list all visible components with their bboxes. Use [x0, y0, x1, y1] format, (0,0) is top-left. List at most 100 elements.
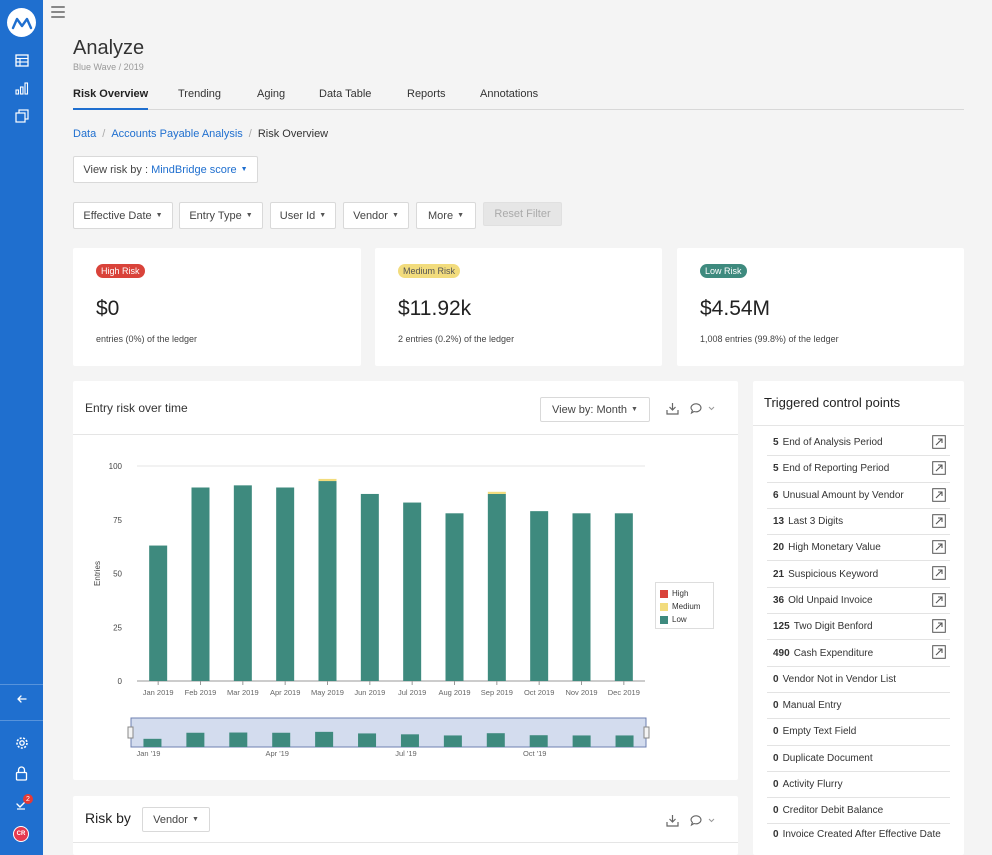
view-risk-by-dropdown[interactable]: View risk by : MindBridge score ▼: [73, 156, 258, 183]
table-icon[interactable]: [0, 48, 43, 72]
navigator-bar: [272, 732, 291, 747]
control-point-item[interactable]: 5 End of Reporting Period: [767, 456, 950, 483]
control-point-label: Vendor Not in Vendor List: [782, 673, 896, 685]
control-point-count: 6: [773, 489, 779, 501]
tab-trending[interactable]: Trending: [178, 88, 222, 100]
bar-low[interactable]: [149, 545, 168, 681]
view-by-month-dropdown[interactable]: View by: Month ▼: [540, 397, 650, 422]
download-icon[interactable]: [664, 400, 680, 416]
collapse-arrow-icon[interactable]: [0, 687, 43, 711]
tab-data-table[interactable]: Data Table: [319, 88, 372, 100]
navigator-bar: [572, 735, 591, 747]
bar-medium[interactable]: [487, 491, 506, 494]
breadcrumb-accounts-payable[interactable]: Accounts Payable Analysis: [111, 128, 243, 140]
control-point-count: 0: [773, 829, 779, 841]
bar-low[interactable]: [233, 485, 252, 681]
legend-item-low[interactable]: Low: [660, 613, 709, 626]
external-link-icon[interactable]: [932, 540, 946, 554]
control-point-item[interactable]: 20 High Monetary Value: [767, 535, 950, 562]
bar-low[interactable]: [318, 481, 337, 681]
external-link-icon[interactable]: [932, 461, 946, 476]
control-point-label: End of Reporting Period: [782, 463, 890, 475]
bar-low[interactable]: [403, 502, 422, 681]
risk-by-dropdown[interactable]: Vendor ▼: [142, 807, 210, 832]
external-link-icon[interactable]: [932, 566, 946, 581]
y-tick-label: 25: [113, 623, 122, 632]
external-link-icon[interactable]: [932, 487, 946, 502]
tab-aging[interactable]: Aging: [257, 88, 286, 100]
control-point-count: 490: [773, 647, 790, 659]
control-point-count: 5: [773, 463, 779, 475]
breadcrumb-separator: /: [248, 128, 252, 140]
control-point-item: 0 Manual Entry: [767, 693, 950, 720]
navigator-range[interactable]: [130, 717, 647, 748]
entry-type-filter[interactable]: Entry Type ▼: [179, 202, 263, 229]
legend-item-medium[interactable]: Medium: [660, 600, 709, 613]
external-link-icon[interactable]: [932, 514, 946, 528]
navigator-label: Jul '19: [395, 749, 416, 758]
lock-icon[interactable]: [0, 761, 43, 785]
tab-risk-overview[interactable]: Risk Overview: [73, 88, 149, 110]
more-filter[interactable]: More ▼: [416, 202, 476, 229]
bar-low[interactable]: [487, 493, 506, 681]
x-tick-label: Feb 2019: [185, 688, 217, 697]
tab-annotations[interactable]: Annotations: [480, 88, 539, 100]
navigator-handle-right[interactable]: [643, 726, 650, 739]
y-tick-label: 75: [113, 516, 122, 525]
control-point-item[interactable]: 125 Two Digit Benford: [767, 614, 950, 641]
tab-reports[interactable]: Reports: [407, 88, 446, 100]
menu-icon[interactable]: [51, 6, 65, 18]
tasks-icon[interactable]: [0, 792, 43, 816]
sidebar: 2 CR: [0, 0, 43, 855]
gear-icon[interactable]: [0, 731, 43, 755]
navigator-bar: [615, 735, 634, 747]
control-point-count: 20: [773, 542, 785, 554]
effective-date-filter[interactable]: Effective Date ▼: [73, 202, 173, 229]
bar-low[interactable]: [276, 487, 295, 682]
bar-low[interactable]: [614, 513, 633, 681]
bar-low[interactable]: [445, 513, 464, 681]
control-point-item[interactable]: 6 Unusual Amount by Vendor: [767, 483, 950, 509]
external-link-icon[interactable]: [932, 619, 946, 633]
bar-low[interactable]: [360, 493, 379, 681]
control-point-item[interactable]: 13 Last 3 Digits: [767, 509, 950, 536]
navigator-bar: [229, 732, 248, 747]
control-point-item[interactable]: 21 Suspicious Keyword: [767, 561, 950, 588]
reset-filter-button[interactable]: Reset Filter: [483, 202, 562, 226]
external-link-icon[interactable]: [932, 645, 946, 660]
tab-bar: Risk Overview Trending Aging Data Table …: [73, 88, 964, 110]
control-point-count: 36: [773, 594, 785, 606]
chart-header-divider: [73, 434, 738, 435]
caret-down-icon: ▼: [319, 212, 327, 219]
control-point-item: 0 Duplicate Document: [767, 746, 950, 772]
legend-item-high[interactable]: High: [660, 587, 709, 600]
external-link-icon[interactable]: [932, 435, 946, 449]
mindbridge-logo[interactable]: [7, 8, 36, 37]
vendor-filter[interactable]: Vendor ▼: [343, 202, 409, 229]
control-point-item[interactable]: 490 Cash Expenditure: [767, 640, 950, 667]
user-id-filter[interactable]: User Id ▼: [270, 202, 336, 229]
breadcrumb-data[interactable]: Data: [73, 128, 97, 140]
page-title: Analyze: [73, 37, 145, 59]
comment-icon[interactable]: [688, 400, 716, 416]
bar-low[interactable]: [191, 487, 210, 682]
bar-low[interactable]: [572, 513, 591, 681]
navigator-handle-left[interactable]: [127, 726, 134, 739]
control-point-item[interactable]: 36 Old Unpaid Invoice: [767, 588, 950, 615]
control-point-count: 13: [773, 516, 785, 528]
bar-chart-icon[interactable]: [0, 76, 43, 100]
download-icon[interactable]: [664, 812, 680, 828]
control-point-item[interactable]: 5 End of Analysis Period: [767, 430, 950, 457]
bar-low[interactable]: [530, 511, 549, 681]
comment-icon[interactable]: [688, 812, 716, 828]
bar-medium[interactable]: [318, 478, 337, 482]
external-link-icon[interactable]: [932, 592, 946, 607]
low-risk-badge: Low Risk: [700, 264, 747, 278]
navigator-bar: [443, 735, 462, 747]
copy-icon[interactable]: [0, 104, 43, 128]
high-risk-description: entries (0%) of the ledger: [96, 334, 198, 344]
entry-risk-chart-card: Entry risk over time View by: Month ▼ 0 25…: [73, 381, 738, 780]
user-avatar[interactable]: CR: [13, 826, 29, 842]
x-tick-label: Dec 2019: [608, 688, 640, 697]
control-point-count: 0: [773, 726, 779, 738]
